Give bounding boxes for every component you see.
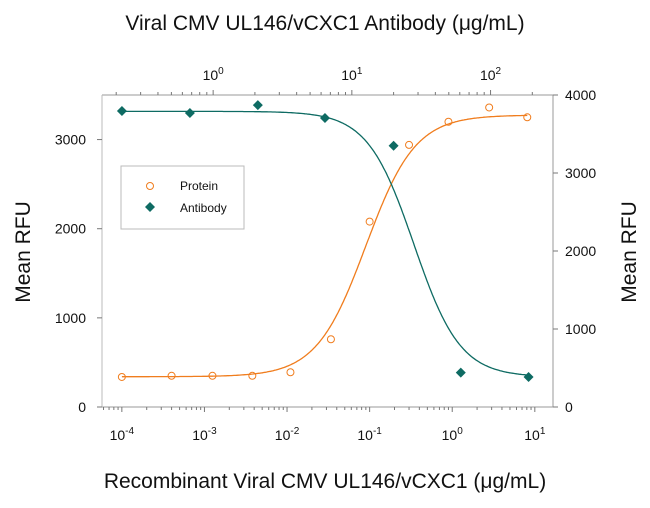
antibody-data-point: [184, 107, 195, 118]
top-axis-tick-label: 102: [480, 66, 502, 83]
left-axis-tick-label: 2000: [55, 221, 86, 237]
bottom-axis-tick-label: 10-3: [192, 426, 217, 443]
left-y-axis-label: Mean RFU: [12, 201, 35, 303]
left-axis-tick-label: 3000: [55, 132, 86, 148]
legend-antibody-marker: [145, 202, 155, 212]
protein-data-point: [365, 217, 374, 226]
top-axis-tick-label: 100: [203, 66, 225, 83]
legend-box: [120, 165, 245, 230]
legend: Protein Antibody: [120, 165, 245, 230]
antibody-data-point: [116, 105, 127, 116]
right-axis-tick-label: 0: [565, 399, 573, 415]
chart-title: Viral CMV UL146/vCXC1 Antibody (μg/mL): [125, 12, 524, 35]
antibody-data-point: [388, 140, 399, 151]
antibody-fit-curve: [121, 110, 529, 376]
bottom-axis-tick-label: 10-2: [275, 426, 300, 443]
legend-antibody-label: Antibody: [180, 201, 227, 215]
x-axis-label: Recombinant Viral CMV UL146/vCXC1 (μg/mL…: [104, 470, 546, 493]
right-axis-tick-label: 2000: [565, 243, 596, 259]
protein-data-point: [485, 103, 494, 112]
bottom-axis-tick-label: 10-4: [110, 426, 135, 443]
right-y-axis-label: Mean RFU: [618, 201, 641, 303]
left-axis-tick-label: 1000: [55, 310, 86, 326]
protein-data-point: [286, 368, 295, 377]
protein-data-point: [444, 117, 453, 126]
right-axis-tick-label: 4000: [565, 87, 596, 103]
protein-data-point: [117, 372, 126, 381]
legend-protein-marker: [146, 182, 154, 190]
left-axis-tick-label: 0: [78, 399, 86, 415]
bottom-axis-tick-label: 100: [442, 426, 464, 443]
bottom-axis-tick-label: 10-1: [357, 426, 382, 443]
protein-data-point: [208, 371, 217, 380]
protein-data-point: [167, 371, 176, 380]
legend-protein-label: Protein: [180, 179, 218, 193]
right-axis-tick-label: 1000: [565, 321, 596, 337]
protein-data-point: [248, 371, 257, 380]
top-axis-tick-label: 101: [341, 66, 363, 83]
antibody-data-point: [319, 113, 330, 124]
protein-fit-curve: [121, 114, 528, 378]
antibody-data-point: [455, 367, 466, 378]
protein-data-point: [326, 335, 335, 344]
antibody-data-point: [523, 371, 534, 382]
right-axis-tick-label: 3000: [565, 165, 596, 181]
bottom-axis-tick-label: 101: [524, 426, 546, 443]
antibody-data-point: [252, 100, 263, 111]
protein-data-point: [405, 140, 414, 149]
protein-data-point: [523, 113, 532, 122]
